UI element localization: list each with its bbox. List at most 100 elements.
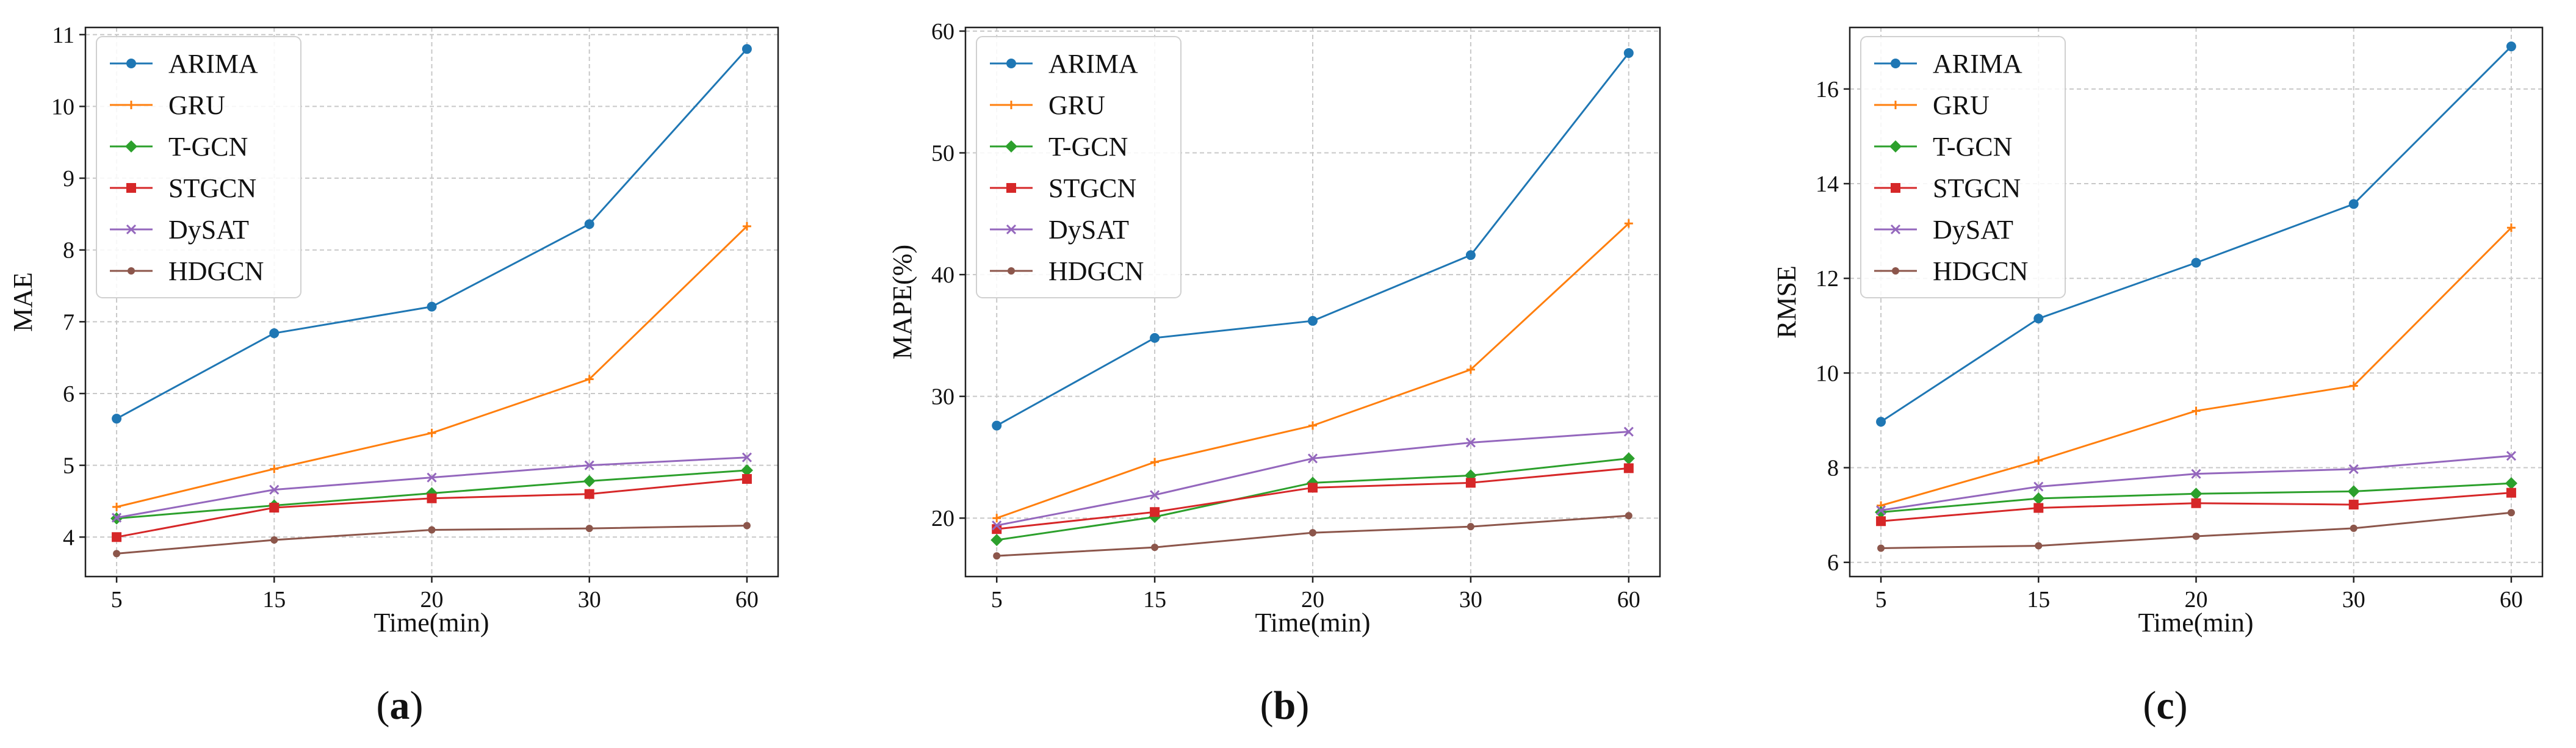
data-point <box>2192 406 2201 415</box>
legend: ARIMA GRU T-GCN STGCN DySAT HDGCN <box>96 36 301 298</box>
data-point <box>585 375 594 384</box>
panel-caption: (b) <box>1260 683 1310 728</box>
legend-marker <box>1889 140 1902 153</box>
legend-label: DySAT <box>168 215 249 245</box>
data-point <box>269 328 280 339</box>
legend-label: GRU <box>168 90 225 120</box>
data-point <box>740 464 753 476</box>
x-tick-label: 20 <box>1301 587 1324 613</box>
x-tick-label: 30 <box>578 587 601 613</box>
series-hdgcn <box>113 522 751 558</box>
legend-label: ARIMA <box>1048 49 1138 79</box>
chart-panel-b: 5 15 20 30 60 20 30 40 50 60 Time(min) MAPE(%) ARIMA… <box>887 19 1661 728</box>
legend-marker <box>1891 101 1900 109</box>
y-tick-label: 30 <box>931 384 954 410</box>
data-point <box>269 484 280 495</box>
y-axis-label: MAPE(%) <box>887 245 917 359</box>
legend-marker <box>1890 224 1901 235</box>
legend: ARIMA GRU T-GCN STGCN DySAT HDGCN <box>1860 36 2066 298</box>
caption-paren-close: ) <box>2174 683 2188 728</box>
x-tick-label: 15 <box>1143 587 1166 613</box>
data-point <box>2505 477 2517 490</box>
legend-marker <box>1891 59 1900 68</box>
x-tick-label: 5 <box>991 587 1003 613</box>
data-point <box>992 514 1001 523</box>
series-hdgcn <box>993 512 1633 560</box>
series-dysat <box>112 452 752 523</box>
series-dysat <box>992 426 1634 531</box>
caption-letter: b <box>1274 683 1296 728</box>
legend-label: ARIMA <box>168 49 258 79</box>
legend-label: T-GCN <box>1933 132 2012 162</box>
data-point <box>992 420 1002 431</box>
caption-paren-close: ) <box>410 683 424 728</box>
data-point <box>1876 417 1886 427</box>
series-arima <box>1876 41 2516 427</box>
data-point <box>2191 469 2201 479</box>
x-axis-label: Time(min) <box>2138 608 2253 638</box>
data-point <box>1465 437 1476 448</box>
data-point <box>2506 451 2516 461</box>
data-point <box>2032 492 2045 505</box>
y-tick-label: 6 <box>1827 550 1839 576</box>
legend-marker <box>1006 224 1017 235</box>
x-axis-label: Time(min) <box>1255 608 1370 638</box>
data-point <box>2506 487 2516 498</box>
x-tick-label: 5 <box>1875 587 1887 613</box>
y-tick-label: 16 <box>1816 77 1839 102</box>
series-arima <box>112 44 752 424</box>
y-axis-label: RMSE <box>1772 265 1802 339</box>
y-tick-label: 50 <box>931 141 954 167</box>
legend-label: HDGCN <box>1048 256 1144 286</box>
data-point <box>2191 257 2201 268</box>
y-tick-label: 10 <box>1816 361 1839 386</box>
legend-marker <box>1891 183 1900 193</box>
caption-paren-open: ( <box>2143 683 2156 728</box>
caption-paren-close: ) <box>1296 683 1309 728</box>
y-tick-label: 60 <box>931 19 954 45</box>
x-tick-label: 30 <box>1459 587 1482 613</box>
data-point <box>741 44 752 54</box>
data-point <box>112 532 122 542</box>
data-point <box>1151 544 1159 552</box>
data-point <box>112 414 122 424</box>
y-tick-label: 7 <box>63 309 74 335</box>
legend-marker <box>125 140 137 153</box>
legend-marker <box>126 224 137 235</box>
legend-label: HDGCN <box>1933 256 2028 286</box>
data-point <box>1308 483 1318 493</box>
data-point <box>1467 523 1474 531</box>
data-point <box>427 472 437 483</box>
data-point <box>427 301 437 312</box>
data-point <box>113 550 121 558</box>
y-tick-label: 11 <box>52 23 74 48</box>
panel-caption: (a) <box>377 683 424 728</box>
data-point <box>583 475 596 487</box>
y-tick-label: 5 <box>63 453 74 479</box>
data-point <box>2349 381 2358 390</box>
data-point <box>2347 485 2360 498</box>
legend-label: STGCN <box>1048 173 1136 203</box>
legend-box <box>1860 36 2066 298</box>
data-point <box>1150 333 1160 343</box>
caption-letter: a <box>390 683 410 728</box>
data-point <box>1876 516 1886 527</box>
series-gru <box>1877 223 2516 510</box>
legend-label: GRU <box>1048 90 1105 120</box>
legend-box <box>976 36 1182 298</box>
legend-label: T-GCN <box>168 132 248 162</box>
data-point <box>2348 500 2359 510</box>
legend-label: T-GCN <box>1048 132 1128 162</box>
data-point <box>1625 512 1633 520</box>
data-point <box>584 460 594 470</box>
legend-marker <box>126 183 136 193</box>
chart-panel-c: 5 15 20 30 60 6 8 10 12 14 16 Time(min) RMSE ARIMA GRU… <box>1772 26 2544 728</box>
data-point <box>1623 463 1634 473</box>
data-point <box>2191 498 2201 508</box>
y-tick-label: 8 <box>63 238 74 264</box>
legend-label: DySAT <box>1048 215 1129 245</box>
series-stgcn <box>992 463 1634 534</box>
panel-caption: (c) <box>2143 683 2187 728</box>
data-point <box>270 464 279 473</box>
